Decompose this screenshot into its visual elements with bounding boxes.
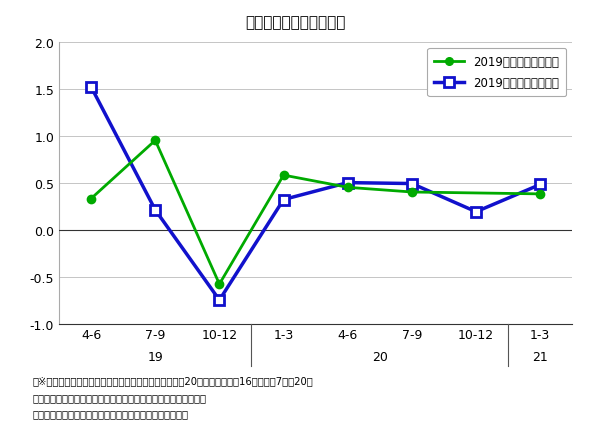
- Text: （※）四半期毎見通しを発表している機関（５月調査は20社、８月調査は16社（うち7社が20年: （※）四半期毎見通しを発表している機関（５月調査は20社、８月調査は16社（うち…: [32, 376, 313, 386]
- Text: 21: 21: [532, 350, 548, 363]
- Legend: 2019年５月時点見通し, 2019年８月時点見通し: 2019年５月時点見通し, 2019年８月時点見通し: [427, 49, 566, 97]
- Text: 20: 20: [372, 350, 388, 363]
- Text: （出所）各機関の見通し資料より第一生命経済研究所作成: （出所）各機関の見通し資料より第一生命経済研究所作成: [32, 408, 188, 418]
- Text: 設備投資（前期比、％）: 設備投資（前期比、％）: [245, 15, 345, 30]
- Text: 19: 19: [148, 350, 163, 363]
- Text: 度までの四半期見通し公開））の予測値の平均。白抜きは実績値: 度までの四半期見通し公開））の予測値の平均。白抜きは実績値: [32, 392, 206, 402]
